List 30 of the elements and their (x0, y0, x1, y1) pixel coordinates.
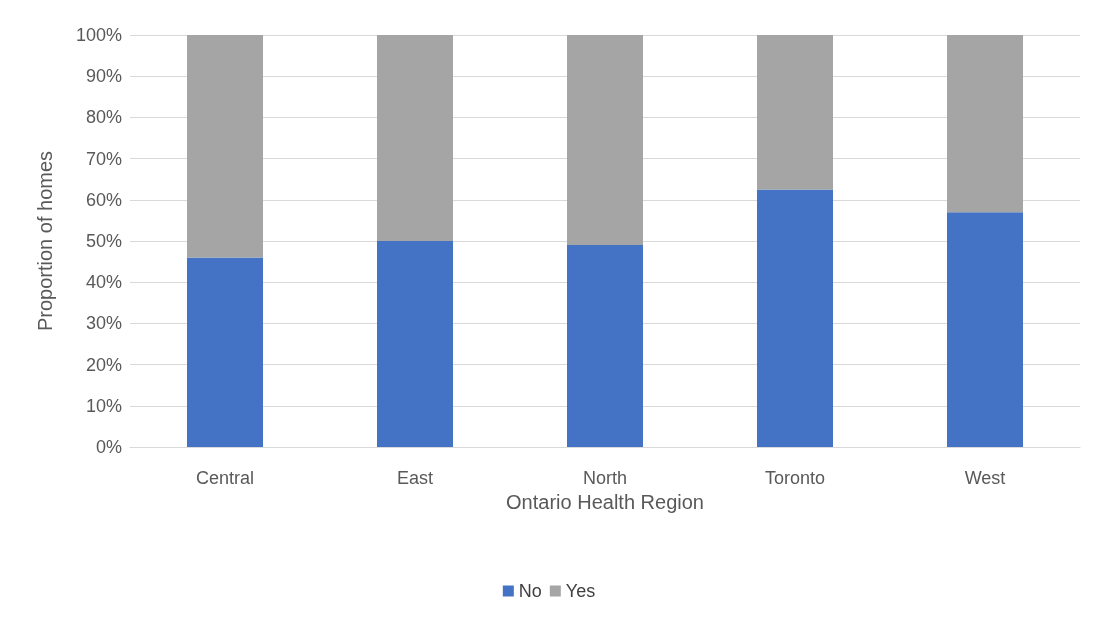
y-tick-label: 10% (85, 395, 122, 416)
bar (947, 212, 1023, 447)
y-tick-label: 0% (95, 437, 122, 457)
y-tick-label: 40% (85, 272, 122, 293)
y-tick-label: 20% (85, 354, 122, 375)
x-tick-label: West (964, 468, 1006, 488)
bar (187, 35, 263, 258)
bar (757, 189, 833, 447)
y-axis-title: Proportion of homes (34, 150, 56, 332)
bar (187, 257, 263, 447)
bar (377, 35, 453, 241)
x-tick-label: Toronto (764, 468, 826, 488)
bar (377, 241, 453, 447)
legend-label: No (518, 581, 542, 601)
bar (567, 245, 643, 447)
y-tick-label: 100% (75, 25, 122, 45)
legend-label: Yes (565, 581, 596, 601)
x-tick-label: North (582, 468, 628, 488)
y-tick-label: 90% (85, 66, 122, 87)
y-tick-label: 70% (85, 148, 122, 169)
bar (757, 35, 833, 190)
x-tick-label: Central (195, 468, 255, 488)
y-tick-label: 50% (85, 231, 122, 251)
y-tick-label: 60% (85, 189, 122, 210)
bar (567, 35, 643, 246)
y-tick-label: 80% (85, 107, 122, 128)
bar (947, 35, 1023, 213)
y-tick-label: 30% (85, 313, 122, 334)
x-axis-title: Ontario Health Region (506, 491, 704, 513)
x-tick-label: East (396, 468, 434, 488)
